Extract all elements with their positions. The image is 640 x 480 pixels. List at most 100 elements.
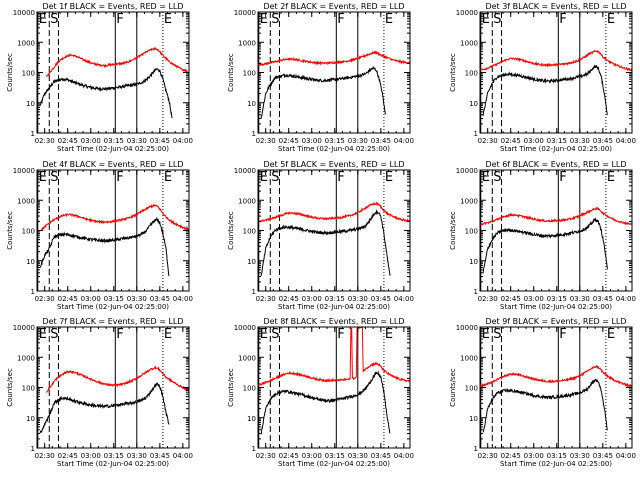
x-tick-label: 03:00 — [524, 452, 544, 460]
x-tick-label: 03:30 — [570, 295, 590, 303]
x-axis-label: Start Time (02-Jun-04 02:25:00) — [278, 145, 390, 153]
events-series-line — [482, 64, 608, 116]
y-tick-label: 100 — [22, 228, 35, 236]
y-axis-label: Counts/sec — [227, 53, 235, 92]
x-tick-label: 03:30 — [127, 452, 147, 460]
y-axis-label: Counts/sec — [449, 211, 457, 250]
panel-frame — [36, 11, 190, 134]
marker-label: E — [385, 170, 393, 185]
marker-label: F — [559, 327, 566, 342]
marker-label: S — [50, 170, 58, 185]
x-tick-label: 03:45 — [371, 295, 391, 303]
y-tick-label: 100 — [22, 385, 35, 393]
x-axis-label: Start Time (02-Jun-04 02:25:00) — [57, 303, 169, 311]
y-tick-label: 10000 — [456, 324, 478, 332]
marker-label: S — [493, 327, 501, 342]
x-tick-label: 03:45 — [371, 137, 391, 145]
marker-label: S — [50, 327, 58, 342]
x-tick-label: 02:45 — [58, 295, 78, 303]
marker-label: E — [260, 12, 268, 27]
y-axis-label: Counts/sec — [227, 211, 235, 250]
x-tick-label: 02:45 — [501, 295, 521, 303]
marker-label: E — [39, 327, 47, 342]
events-series-line — [39, 382, 170, 434]
x-tick-label: 04:00 — [394, 452, 414, 460]
marker-label: E — [482, 12, 490, 27]
panel-title: Det 1f BLACK = Events, RED = LLD — [42, 2, 183, 11]
marker-label: F — [116, 12, 123, 27]
x-axis-label: Start Time (02-Jun-04 02:25:00) — [500, 145, 612, 153]
y-tick-label: 100 — [243, 70, 256, 78]
x-tick-label: 03:30 — [348, 452, 368, 460]
panel-frame — [36, 326, 190, 449]
x-tick-label: 03:15 — [104, 295, 124, 303]
x-tick-label: 02:30 — [35, 295, 55, 303]
x-tick-label: 02:45 — [501, 452, 521, 460]
y-tick-label: 1 — [252, 288, 256, 296]
y-tick-label: 10000 — [456, 167, 478, 175]
marker-label: F — [337, 327, 344, 342]
y-tick-label: 10 — [247, 100, 256, 108]
x-axis-label: Start Time (02-Jun-04 02:25:00) — [57, 145, 169, 153]
lld-series-line — [480, 364, 632, 389]
x-tick-label: 03:15 — [104, 137, 124, 145]
x-axis-label: Start Time (02-Jun-04 02:25:00) — [500, 460, 612, 468]
panel-frame — [479, 326, 633, 449]
marker-label: E — [164, 327, 172, 342]
y-tick-label: 10000 — [456, 9, 478, 17]
y-tick-label: 1 — [474, 130, 478, 138]
x-tick-label: 03:15 — [547, 295, 567, 303]
x-tick-label: 04:00 — [394, 137, 414, 145]
y-tick-label: 10 — [469, 258, 478, 266]
x-tick-label: 03:00 — [81, 452, 101, 460]
lld-series-line — [480, 206, 632, 226]
x-tick-label: 03:00 — [524, 295, 544, 303]
x-tick-label: 03:30 — [348, 295, 368, 303]
x-tick-label: 03:45 — [150, 295, 170, 303]
marker-label: E — [385, 327, 393, 342]
x-tick-label: 03:15 — [325, 295, 345, 303]
y-tick-label: 1000 — [460, 39, 478, 47]
y-tick-label: 100 — [465, 385, 478, 393]
x-tick-label: 02:30 — [478, 452, 498, 460]
lld-series-line — [258, 327, 410, 387]
panel-title: Det 3f BLACK = Events, RED = LLD — [485, 2, 626, 11]
marker-label: E — [607, 170, 615, 185]
y-tick-label: 10 — [469, 100, 478, 108]
y-tick-label: 10000 — [234, 167, 256, 175]
x-tick-label: 02:30 — [256, 452, 276, 460]
x-tick-label: 03:45 — [150, 137, 170, 145]
events-series-line — [482, 217, 608, 274]
x-axis-label: Start Time (02-Jun-04 02:25:00) — [500, 303, 612, 311]
y-tick-label: 1 — [31, 288, 35, 296]
lld-series-line — [46, 47, 188, 77]
y-tick-label: 1 — [474, 445, 478, 453]
y-tick-label: 100 — [243, 228, 256, 236]
panel-frame — [479, 11, 633, 134]
x-tick-label: 02:45 — [58, 137, 78, 145]
y-axis-label: Counts/sec — [227, 368, 235, 407]
y-tick-label: 1000 — [238, 197, 256, 205]
x-tick-label: 03:15 — [547, 452, 567, 460]
marker-label: E — [607, 327, 615, 342]
x-tick-label: 02:30 — [256, 295, 276, 303]
y-axis-label: Counts/sec — [449, 53, 457, 92]
y-tick-label: 10 — [247, 415, 256, 423]
marker-label: E — [164, 170, 172, 185]
x-tick-label: 03:15 — [325, 452, 345, 460]
marker-label: E — [482, 170, 490, 185]
marker-label: E — [482, 327, 490, 342]
marker-label: E — [260, 327, 268, 342]
marker-label: F — [116, 327, 123, 342]
panel-title: Det 5f BLACK = Events, RED = LLD — [263, 160, 404, 169]
x-tick-label: 03:45 — [150, 452, 170, 460]
events-series-line — [39, 216, 170, 277]
marker-label: F — [337, 170, 344, 185]
x-tick-label: 03:00 — [302, 295, 322, 303]
